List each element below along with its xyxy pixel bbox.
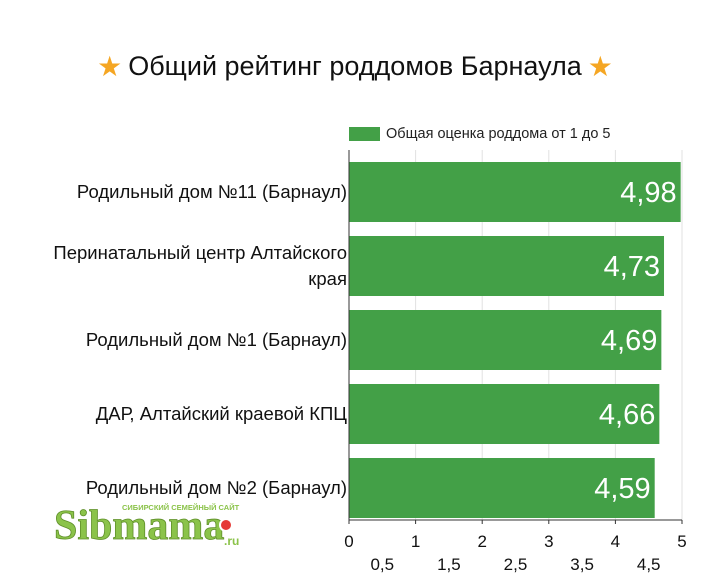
bar-value-label: 4,66 xyxy=(599,399,655,431)
bar xyxy=(349,384,660,444)
x-minor-tick-label: 3,5 xyxy=(570,555,594,574)
bar xyxy=(349,162,681,222)
x-minor-tick-label: 4,5 xyxy=(637,555,661,574)
bar-value-label: 4,69 xyxy=(601,325,657,357)
x-minor-tick-label: 0,5 xyxy=(370,555,394,574)
category-label: Родильный дом №11 (Барнаул) xyxy=(77,181,347,202)
svg-text:Sibmama: Sibmama xyxy=(54,503,224,549)
bar-value-label: 4,59 xyxy=(594,473,650,505)
x-tick-label: 4 xyxy=(611,532,620,551)
category-label: Родильный дом №2 (Барнаул) xyxy=(86,477,347,498)
bar xyxy=(349,458,655,518)
chart-title: ★ Общий рейтинг роддомов Барнаула ★ xyxy=(0,50,710,83)
svg-text:.ru: .ru xyxy=(224,534,239,548)
sibmama-logo: СИБИРСКИЙ СЕМЕЙНЫЙ САЙТ Sibmama .ru xyxy=(54,503,240,550)
bar xyxy=(349,310,662,370)
star-icon: ★ xyxy=(97,51,123,82)
value-labels: 4,98 4,73 4,69 4,66 4,59 xyxy=(594,177,676,505)
legend-label: Общая оценка роддома от 1 до 5 xyxy=(386,126,611,142)
category-label: Перинатальный центр Алтайского xyxy=(53,242,347,263)
category-label: края xyxy=(308,268,347,289)
x-tick-label: 1 xyxy=(411,532,420,551)
svg-text:СИБИРСКИЙ СЕМЕЙНЫЙ САЙТ: СИБИРСКИЙ СЕМЕЙНЫЙ САЙТ xyxy=(122,503,240,512)
x-minor-tick-label: 1,5 xyxy=(437,555,461,574)
x-tick-label: 5 xyxy=(677,532,686,551)
x-tick-label: 2 xyxy=(477,532,486,551)
x-minor-tick-label: 2,5 xyxy=(504,555,528,574)
legend-swatch xyxy=(349,127,380,141)
category-label: ДАР, Алтайский краевой КПЦ xyxy=(96,403,348,424)
bars xyxy=(349,162,681,518)
bar-value-label: 4,98 xyxy=(620,177,676,209)
bar xyxy=(349,236,665,296)
chart-title-text: Общий рейтинг роддомов Барнаула xyxy=(128,51,582,81)
x-tick-label: 0 xyxy=(344,532,353,551)
bar-value-label: 4,73 xyxy=(604,251,660,283)
x-tick-label: 3 xyxy=(544,532,553,551)
x-axis: 0 1 2 3 4 5 0,5 1,5 2,5 3,5 4,5 xyxy=(344,150,687,574)
chart-legend: Общая оценка роддома от 1 до 5 xyxy=(349,124,610,144)
category-label: Родильный дом №1 (Барнаул) xyxy=(86,329,347,350)
category-labels: Родильный дом №11 (Барнаул) Перинатальный… xyxy=(53,181,347,498)
star-icon: ★ xyxy=(587,51,613,82)
